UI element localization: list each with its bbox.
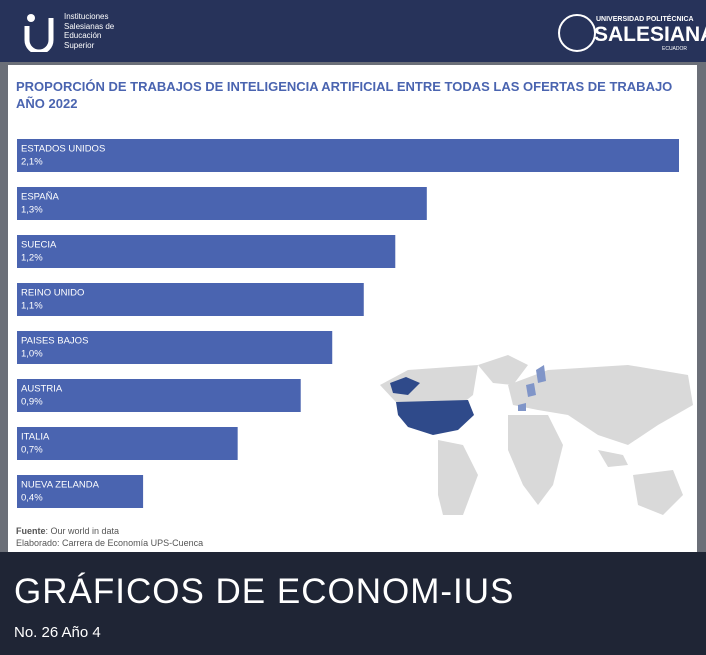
university: SALESIANA xyxy=(594,23,706,46)
bar xyxy=(17,283,364,316)
value-label: 1,2% xyxy=(21,253,43,264)
university-seal xyxy=(558,14,596,52)
university-top: UNIVERSIDAD POLITÉCNICA xyxy=(596,16,694,23)
chart-title: Proporción de trabajos de inteligencia a… xyxy=(16,79,673,111)
bar xyxy=(17,379,301,412)
category-label: NUEVA ZELANDA xyxy=(21,480,100,491)
source-text: Our world in data xyxy=(50,526,120,536)
value-label: 1,1% xyxy=(21,301,43,312)
value-label: 1,0% xyxy=(21,349,43,360)
bar xyxy=(17,235,396,268)
value-label: 0,4% xyxy=(21,493,43,504)
series-title: GRÁFICOS DE ECONOM-IUS xyxy=(14,572,515,611)
bar xyxy=(17,331,333,364)
footer: GRÁFICOS DE ECONOM-IUS No. 26 Año 4 xyxy=(0,552,706,655)
credit: Elaborado: Carrera de Economía UPS-Cuenc… xyxy=(16,538,204,548)
bar xyxy=(17,139,679,172)
value-label: 1,3% xyxy=(21,205,43,216)
category-label: ITALIA xyxy=(21,432,50,443)
country: ECUADOR xyxy=(662,46,688,52)
value-label: 2,1% xyxy=(21,157,43,168)
category-label: ESTADOS UNIDOS xyxy=(21,144,105,155)
issue: No. 26 Año 4 xyxy=(14,624,101,641)
bar xyxy=(17,187,427,220)
category-label: SUECIA xyxy=(21,240,57,251)
value-label: 0,9% xyxy=(21,397,43,408)
chart: ESTADOS UNIDOS 2,1% ESPAÑA 1,3% SUECIA 1,2% RE… xyxy=(17,139,693,515)
category-label: AUSTRIA xyxy=(21,384,63,395)
highlight-europe xyxy=(518,365,546,411)
chart-panel: Proporción de trabajos de inteligencia a… xyxy=(8,65,697,552)
bar xyxy=(17,427,238,460)
category-label: REINO UNIDO xyxy=(21,288,84,299)
header: Instituciones Salesianas de Educación Su… xyxy=(0,0,706,62)
highlight-alaska xyxy=(390,377,420,395)
bar xyxy=(17,475,144,508)
category-label: PAISES BAJOS xyxy=(21,336,88,347)
source-label: Fuente xyxy=(16,526,46,536)
logo-icon xyxy=(24,14,54,52)
category-label: ESPAÑA xyxy=(21,192,60,203)
highlight-usa xyxy=(396,400,474,435)
value-label: 0,7% xyxy=(21,445,43,456)
source: Fuente: Our world in data Elaborado: Carr… xyxy=(16,526,204,548)
institution: Instituciones Salesianas de Educación Su… xyxy=(64,12,115,50)
